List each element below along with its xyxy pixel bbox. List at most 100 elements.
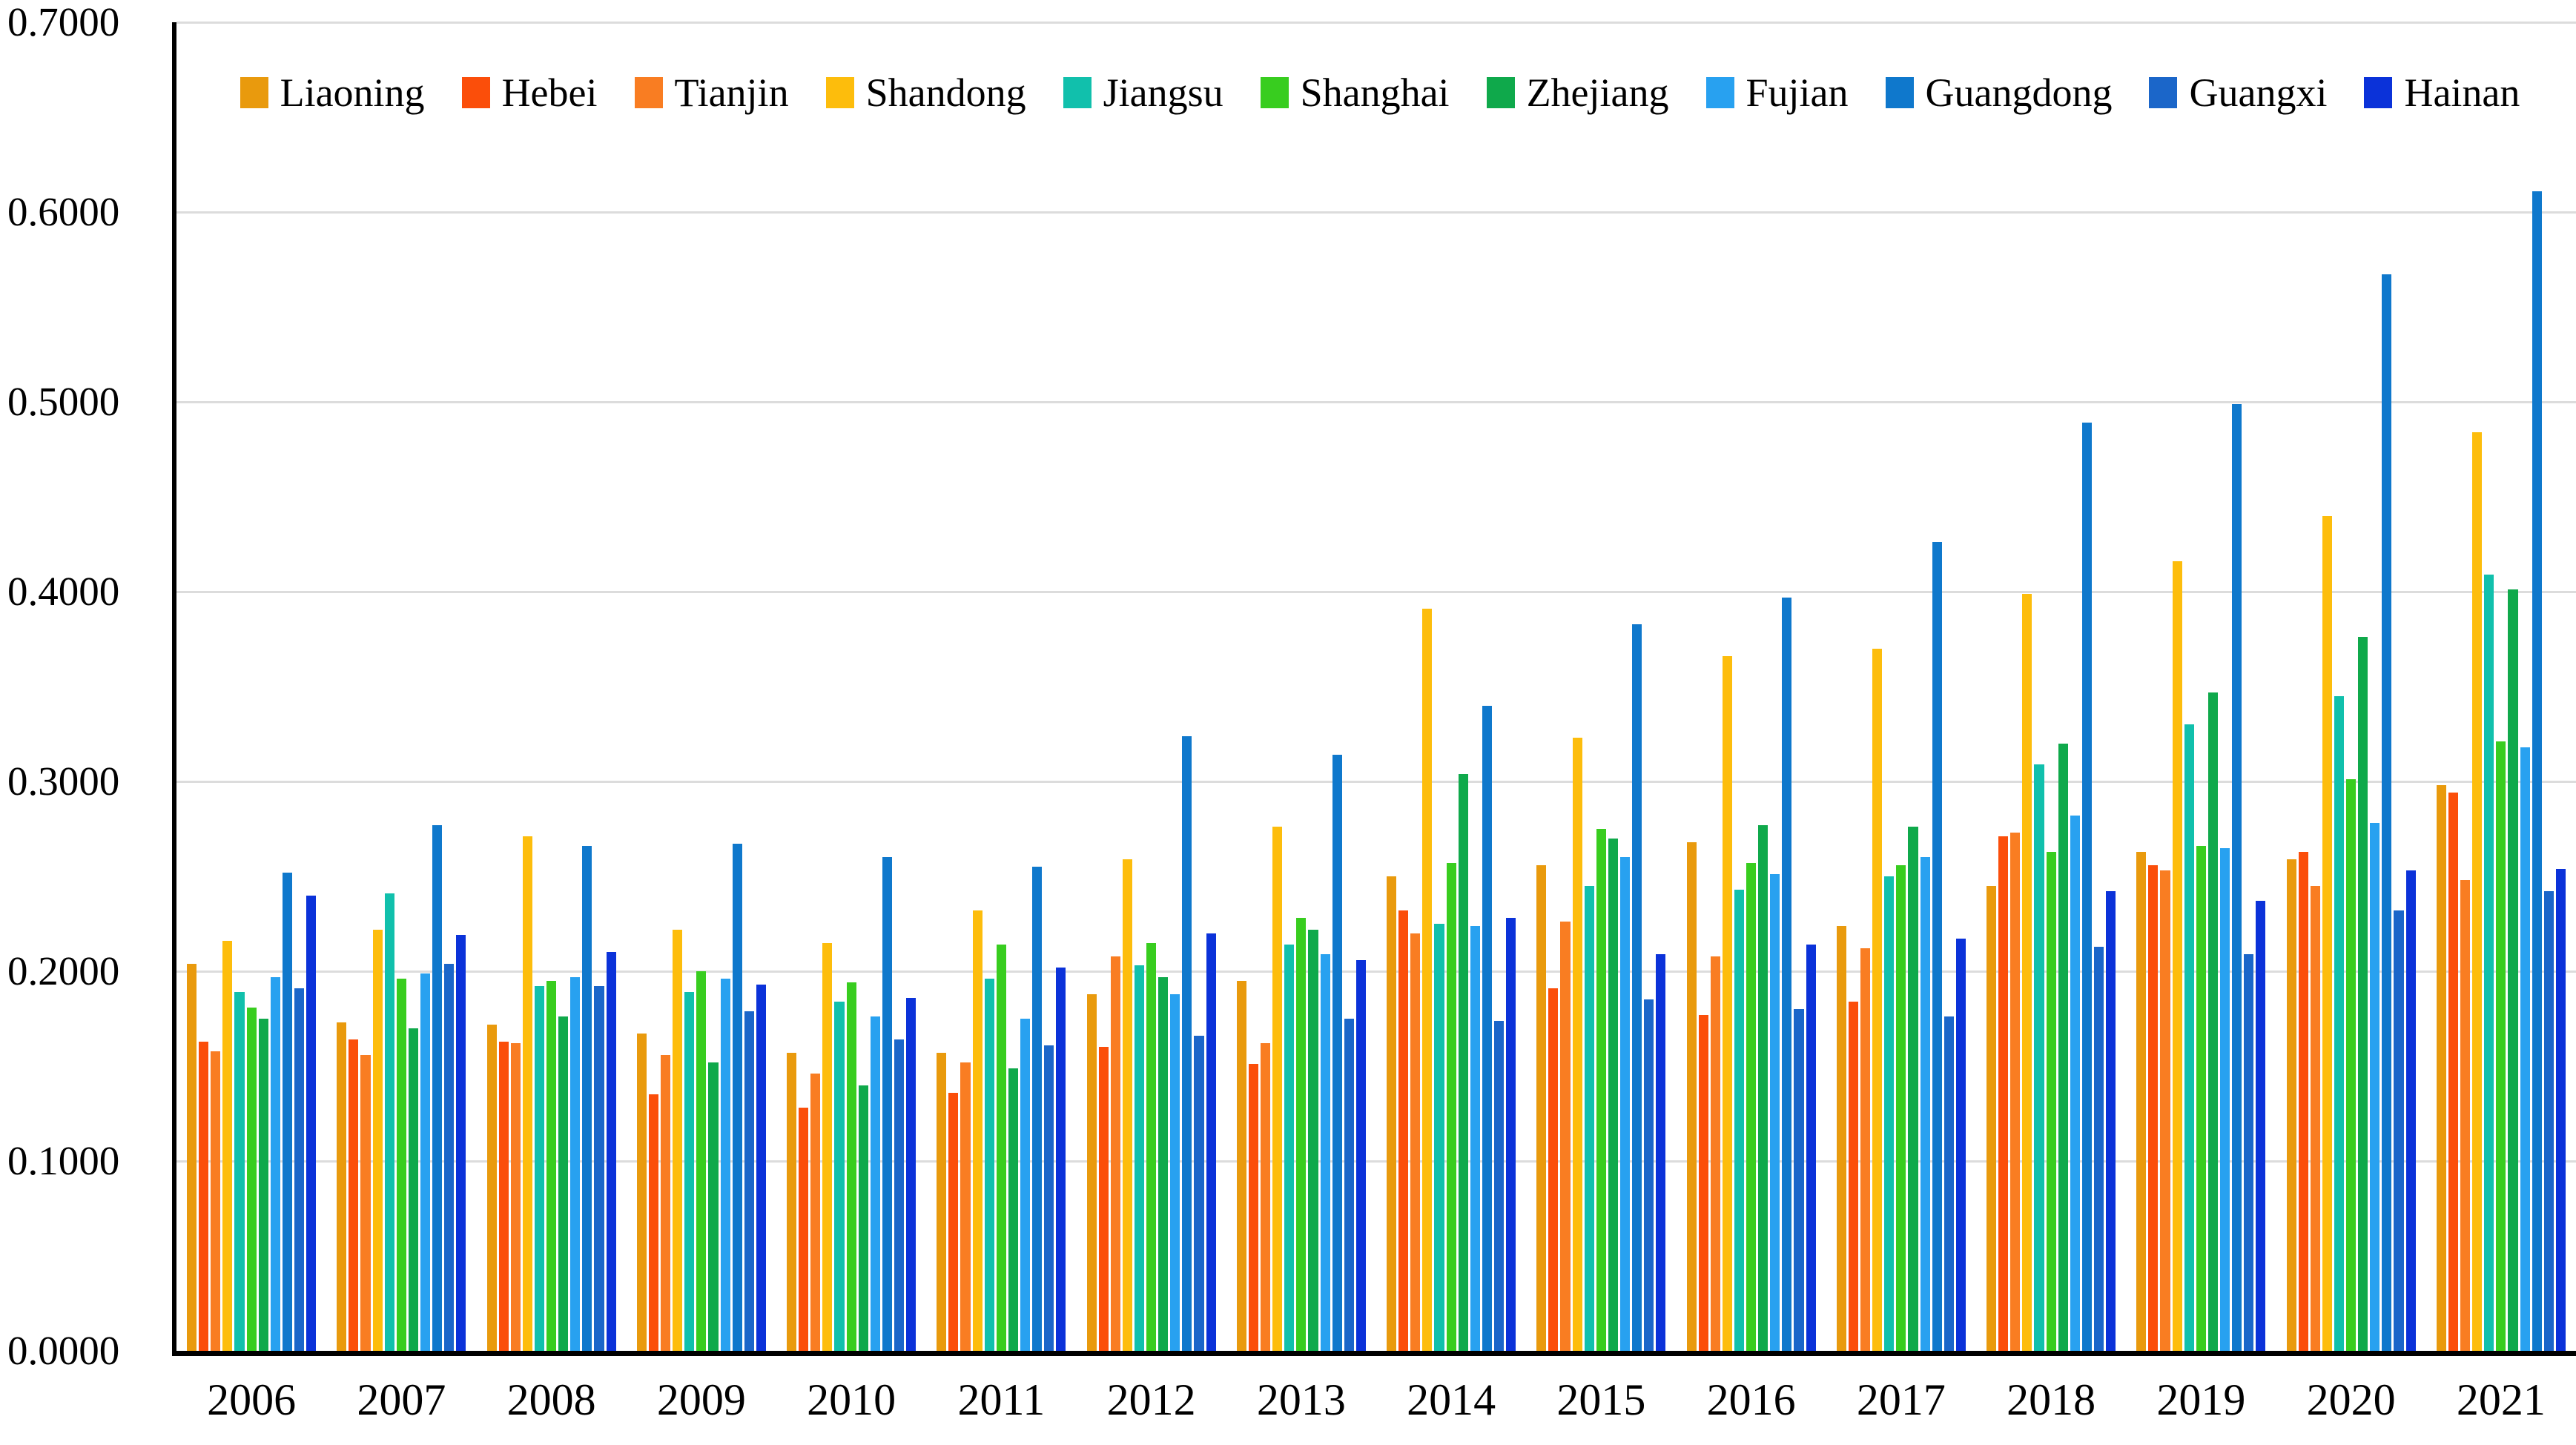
bar-shandong-2007: [372, 929, 383, 1351]
bar-guangdong-2021: [2532, 191, 2542, 1351]
bar-zhejiang-2017: [1908, 827, 1918, 1351]
bar-liaoning-2012: [1086, 993, 1097, 1351]
bar-zhejiang-2015: [1608, 838, 1619, 1351]
bar-fujian-2011: [1020, 1019, 1031, 1351]
legend-swatch-icon: [2149, 77, 2178, 108]
bar-fujian-2008: [570, 976, 581, 1351]
bar-group-2017: [1826, 22, 1976, 1351]
bar-shandong-2010: [822, 942, 833, 1351]
bar-guangdong-2015: [1632, 624, 1642, 1351]
bar-liaoning-2013: [1236, 980, 1246, 1351]
gridline: [176, 971, 2576, 973]
bar-shanghai-2019: [2196, 846, 2206, 1351]
bar-hebei-2021: [2448, 793, 2458, 1351]
gridline: [176, 1160, 2576, 1163]
bar-jiangsu-2008: [534, 986, 545, 1351]
bar-shanghai-2006: [246, 1007, 257, 1351]
bar-liaoning-2019: [2136, 851, 2147, 1351]
legend-label: Hebei: [501, 70, 598, 115]
x-tick-label: 2008: [506, 1375, 596, 1424]
bar-shanghai-2009: [696, 971, 707, 1351]
legend-item-tianjin: Tianjin: [634, 70, 789, 115]
x-axis: 2006 2007 2008 2009 2010 2011 2012 2013 2014 2015…: [176, 1373, 2576, 1426]
bar-shandong-2015: [1572, 738, 1582, 1351]
bar-shandong-2008: [522, 836, 532, 1351]
legend: Liaoning Hebei Tianjin Shandong Jiangsu Shang…: [199, 71, 2561, 114]
bar-hainan-2018: [2106, 891, 2116, 1351]
bar-shandong-2014: [1422, 609, 1433, 1351]
bar-fujian-2012: [1170, 993, 1180, 1351]
bar-shanghai-2007: [396, 979, 406, 1351]
bar-shanghai-2010: [846, 982, 856, 1351]
legend-swatch-icon: [1063, 77, 1092, 108]
bar-group-2015: [1526, 22, 1676, 1351]
legend-swatch-icon: [634, 77, 663, 108]
bar-jiangsu-2016: [1734, 889, 1745, 1351]
bar-fujian-2013: [1320, 953, 1330, 1351]
bar-hebei-2011: [948, 1092, 959, 1351]
bar-group-2007: [326, 22, 476, 1351]
bar-fujian-2014: [1470, 925, 1480, 1351]
x-tick-label: 2010: [807, 1375, 896, 1424]
gridline: [176, 22, 2576, 24]
bar-shanghai-2008: [546, 980, 557, 1351]
bar-fujian-2021: [2520, 747, 2530, 1351]
bar-jiangsu-2007: [384, 893, 394, 1351]
bar-groups: [176, 22, 2576, 1351]
x-tick-label: 2019: [2156, 1375, 2246, 1424]
bar-jiangsu-2017: [1884, 876, 1895, 1351]
bar-liaoning-2010: [787, 1053, 797, 1351]
bar-jiangsu-2006: [234, 992, 245, 1351]
gridline: [176, 211, 2576, 214]
bar-group-2012: [1077, 22, 1226, 1351]
bar-fujian-2017: [1920, 857, 1930, 1351]
bar-shandong-2009: [673, 929, 683, 1351]
bar-group-2019: [2126, 22, 2276, 1351]
bar-shanghai-2014: [1446, 863, 1456, 1351]
bar-guangdong-2019: [2232, 403, 2242, 1351]
bar-guangxi-2010: [894, 1039, 905, 1351]
bar-liaoning-2021: [2436, 785, 2446, 1351]
bar-liaoning-2008: [486, 1024, 497, 1351]
bar-guangdong-2014: [1482, 705, 1492, 1351]
bar-hebei-2007: [349, 1039, 359, 1351]
bar-tianjin-2014: [1410, 933, 1421, 1351]
bar-guangdong-2006: [282, 872, 292, 1351]
y-tick-label: 0.6000: [7, 189, 120, 234]
bar-hainan-2013: [1355, 959, 1366, 1351]
bar-group-2008: [477, 22, 627, 1351]
bar-guangxi-2015: [1644, 999, 1654, 1351]
bar-liaoning-2006: [187, 963, 197, 1351]
bar-liaoning-2016: [1686, 841, 1697, 1351]
bar-hainan-2008: [606, 952, 616, 1351]
bar-hainan-2011: [1056, 967, 1066, 1351]
bar-guangdong-2013: [1332, 755, 1342, 1351]
bar-shanghai-2011: [996, 945, 1006, 1351]
bar-hebei-2013: [1248, 1064, 1258, 1351]
bar-jiangsu-2011: [984, 979, 994, 1351]
bar-shandong-2011: [972, 910, 982, 1351]
bar-jiangsu-2010: [834, 1001, 845, 1351]
bar-fujian-2010: [870, 1016, 880, 1351]
legend-label: Tianjin: [674, 70, 789, 115]
bar-guangxi-2017: [1943, 1016, 1954, 1351]
legend-swatch-icon: [1705, 77, 1734, 108]
bar-shanghai-2012: [1146, 942, 1157, 1351]
gridline: [176, 591, 2576, 593]
bar-guangxi-2016: [1794, 1009, 1804, 1351]
bar-hainan-2021: [2555, 868, 2566, 1351]
x-tick-label: 2011: [957, 1375, 1046, 1424]
bar-guangxi-2006: [294, 988, 305, 1351]
bar-shandong-2012: [1122, 859, 1132, 1351]
bar-tianjin-2011: [960, 1062, 971, 1351]
bar-group-2011: [926, 22, 1076, 1351]
legend-label: Hainan: [2404, 70, 2520, 115]
bar-zhejiang-2010: [858, 1085, 868, 1351]
bar-tianjin-2010: [810, 1074, 821, 1351]
legend-item-fujian: Fujian: [1705, 70, 1849, 115]
bar-hebei-2010: [799, 1108, 809, 1351]
bar-hainan-2014: [1506, 918, 1516, 1351]
x-tick-label: 2016: [1706, 1375, 1796, 1424]
gridline: [176, 401, 2576, 403]
legend-label: Fujian: [1746, 70, 1849, 115]
